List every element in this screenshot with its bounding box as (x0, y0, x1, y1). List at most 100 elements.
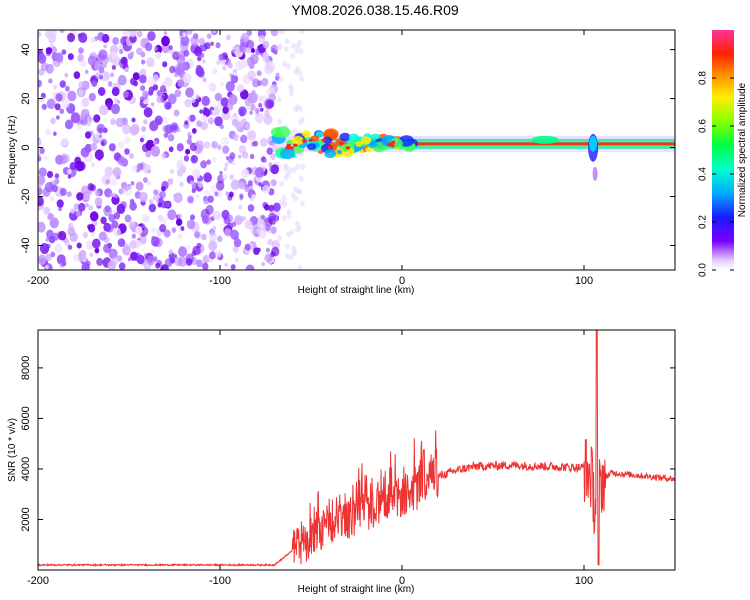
noise-blob (214, 116, 223, 127)
noise-blob (56, 115, 60, 120)
noise-blob (70, 208, 76, 214)
x-tick-label: -200 (27, 575, 49, 587)
noise-blob (202, 77, 207, 83)
noise-blob (282, 201, 288, 208)
noise-blob (290, 53, 296, 60)
noise-blob (112, 256, 120, 265)
noise-blob (111, 51, 118, 60)
noise-blob (142, 163, 152, 174)
noise-blob (67, 244, 73, 250)
noise-blob (288, 83, 294, 90)
noise-blob (131, 117, 136, 123)
noise-blob (197, 56, 202, 62)
noise-blob (67, 53, 74, 61)
noise-blob (290, 42, 296, 49)
noise-blob (268, 162, 273, 167)
noise-blob (112, 37, 119, 45)
noise-blob (191, 127, 197, 134)
noise-blob (277, 235, 283, 242)
noise-blob (129, 198, 135, 205)
noise-blob (190, 154, 198, 164)
noise-blob (94, 197, 103, 207)
noise-blob (54, 52, 64, 63)
noise-blob (266, 147, 273, 155)
noise-blob (38, 254, 47, 265)
noise-blob (226, 214, 234, 223)
noise-blob (258, 35, 266, 43)
noise-blob (262, 51, 269, 60)
noise-blob (214, 92, 222, 102)
noise-blob (153, 140, 157, 145)
noise-blob (184, 120, 189, 126)
noise-blob (103, 44, 107, 49)
noise-blob (48, 78, 53, 84)
noise-blob (160, 216, 168, 225)
noise-blob (288, 90, 294, 97)
noise-blob (173, 192, 183, 203)
disturbance-tail (592, 166, 598, 181)
colorbar-tick-label: 0.4 (698, 167, 709, 181)
noise-blob (88, 117, 93, 122)
signal-blob (382, 146, 389, 151)
spectrogram-xlabel: Height of straight line (km) (298, 285, 415, 296)
noise-blob (117, 74, 127, 86)
noise-blob (281, 215, 287, 222)
snr-frame (37, 329, 676, 571)
x-tick-label: -100 (209, 575, 231, 587)
noise-blob (229, 152, 236, 160)
signal-blob (324, 149, 337, 159)
noise-blob (286, 171, 291, 178)
noise-blob (130, 51, 135, 57)
noise-blob (279, 180, 285, 187)
noise-blob (219, 81, 224, 87)
noise-blob (173, 254, 178, 259)
noise-blob (53, 232, 59, 239)
noise-blob (212, 156, 217, 163)
noise-blob (38, 31, 42, 37)
noise-blob (195, 141, 199, 147)
noise-blob (217, 235, 223, 243)
noise-blob (59, 30, 65, 34)
noise-blob (47, 213, 54, 221)
noise-blob (299, 200, 305, 207)
noise-blob (238, 182, 245, 190)
spectrogram-ylabel: Frequency (Hz) (7, 116, 18, 185)
colorbar-tick-label: 0.0 (698, 263, 709, 277)
noise-blob (196, 259, 203, 268)
y-tick-label: -20 (20, 189, 32, 205)
x-tick-label: -200 (27, 275, 49, 287)
noise-blob (204, 42, 211, 50)
noise-blob (111, 86, 120, 97)
noise-blob (38, 53, 47, 64)
noise-blob (224, 228, 232, 237)
noise-blob (215, 42, 221, 49)
noise-blob (265, 108, 269, 113)
noise-blob (44, 182, 54, 193)
noise-blob (185, 148, 191, 155)
colorbar-gradient (712, 30, 734, 270)
noise-blob (151, 227, 156, 234)
signal-blob (302, 130, 311, 138)
noise-blob (160, 264, 169, 270)
y-tick-label: 2000 (20, 507, 32, 531)
noise-blob (143, 253, 148, 258)
noise-blob (277, 118, 283, 125)
noise-blob (249, 110, 253, 115)
noise-blob (235, 258, 239, 263)
noise-blob (93, 114, 101, 123)
noise-blob (163, 132, 169, 138)
noise-blob (261, 215, 265, 220)
noise-blob (162, 61, 168, 68)
signal-blob (339, 132, 351, 142)
noise-blob (165, 153, 170, 158)
noise-blob (169, 257, 176, 264)
noise-blob (96, 257, 104, 266)
noise-blob (59, 108, 65, 114)
noise-blob (111, 220, 119, 229)
noise-blob (167, 93, 177, 105)
noise-blob (131, 233, 136, 239)
signal-peak (321, 138, 326, 142)
noise-blob (300, 163, 306, 170)
noise-blob (211, 141, 218, 149)
noise-blob (74, 160, 85, 172)
